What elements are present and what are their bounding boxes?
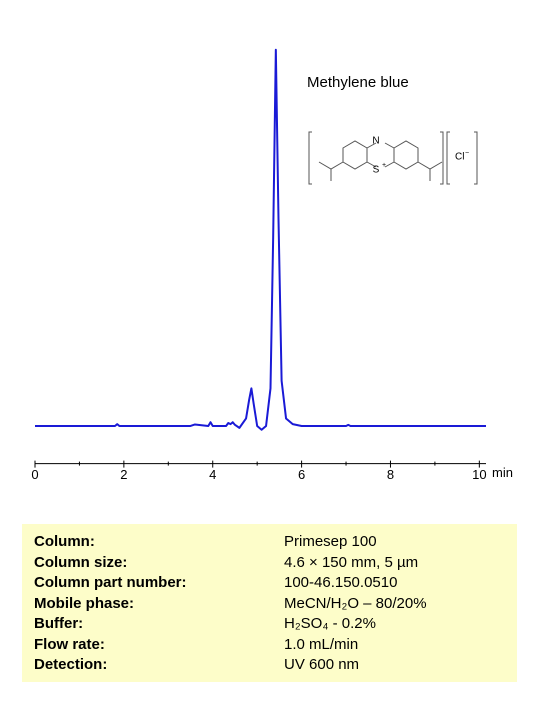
structure-label: N — [372, 136, 379, 147]
trace — [35, 48, 486, 431]
x-axis-label: min — [492, 465, 513, 480]
structure — [308, 131, 478, 185]
x-tick-label: 4 — [209, 467, 216, 482]
structure-label: − — [465, 150, 469, 157]
chart: Methylene blue N S + Cl − 0 2 4 6 8 10 min — [31, 48, 513, 482]
row-label: Column part number: — [34, 574, 187, 591]
x-tick-label: 6 — [298, 467, 305, 482]
x-tick-label: 2 — [120, 467, 127, 482]
info-table: Column: Primesep 100 Column size: 4.6 × 150… — [22, 524, 517, 682]
row-label: Mobile phase: — [34, 594, 135, 612]
row-label: Column: — [34, 533, 95, 550]
structure-label: + — [382, 162, 386, 169]
row-value: 4.6 × 150 mm, 5 µm — [284, 553, 419, 571]
row-label: Flow rate: — [34, 635, 105, 653]
structure-label: Cl — [455, 152, 464, 163]
row-value: 100-46.150.0510 — [284, 574, 398, 591]
structure-label: S — [373, 165, 380, 176]
row-value: UV 600 nm — [284, 656, 360, 673]
row-value: MeCN/H₂O – 80/20% — [284, 594, 427, 612]
x-tick-label: 10 — [472, 467, 486, 482]
row-value: H₂SO₄ - 0.2% — [284, 615, 376, 632]
annotation: Methylene blue — [307, 74, 409, 91]
row-value: Primesep 100 — [284, 533, 377, 550]
row-value: 1.0 mL/min — [284, 635, 359, 653]
x-tick-label: 0 — [31, 467, 38, 482]
row-label: Buffer: — [34, 615, 84, 632]
x-tick-label: 8 — [387, 467, 394, 482]
row-label: Detection: — [34, 656, 108, 673]
row-label: Column size: — [34, 553, 128, 571]
